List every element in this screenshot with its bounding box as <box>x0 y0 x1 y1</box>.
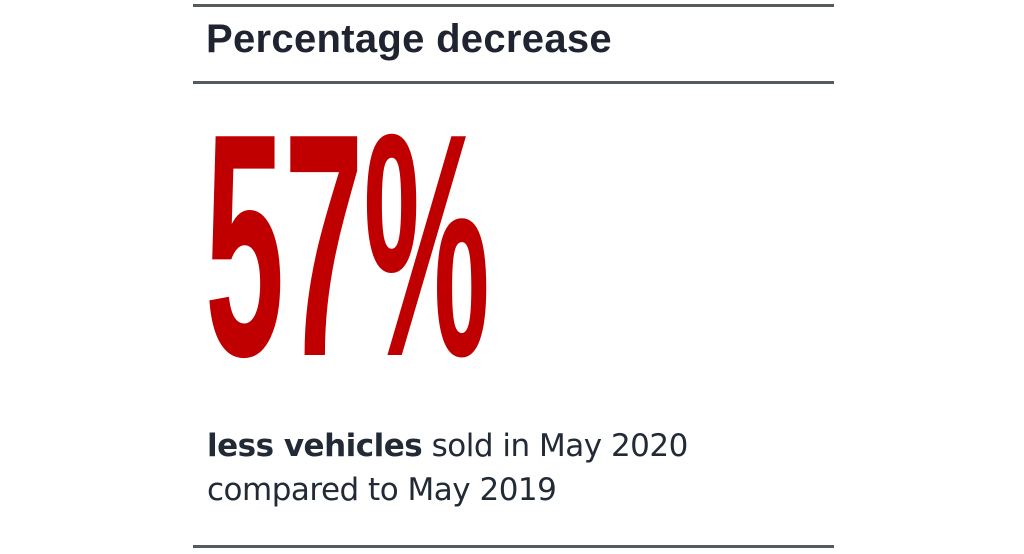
caption-line-1: less vehicles sold in May 2020 <box>207 424 688 468</box>
heading: Percentage decrease <box>206 17 612 61</box>
caption-bold: less vehicles <box>207 428 423 464</box>
percentage-value: 57% <box>205 68 490 423</box>
heading-divider <box>193 81 834 84</box>
big-figure: 57% <box>205 68 490 423</box>
bottom-divider <box>193 545 834 548</box>
top-divider <box>193 4 834 7</box>
caption: less vehicles sold in May 2020 compared … <box>207 424 688 512</box>
caption-rest: sold in May 2020 <box>422 428 689 464</box>
caption-line-2: compared to May 2019 <box>207 472 557 508</box>
